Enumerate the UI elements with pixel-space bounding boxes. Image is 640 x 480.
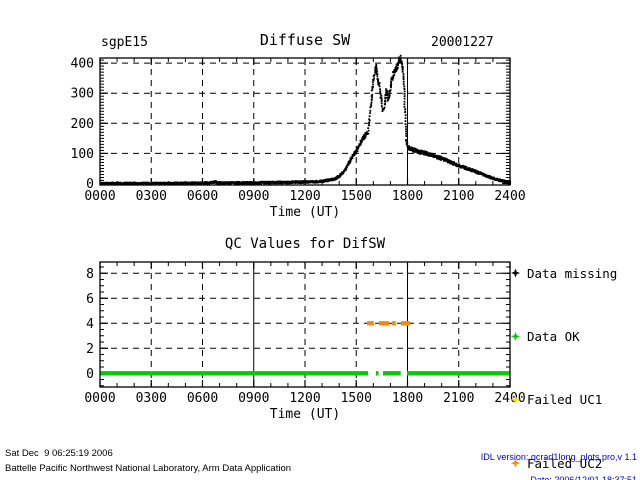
diffuse-sw-scatter-series bbox=[100, 54, 512, 186]
qc-segment-failed-uc2 bbox=[367, 321, 374, 326]
date-label: 20001227 bbox=[431, 35, 494, 50]
y-tick-label: 400 bbox=[71, 57, 94, 72]
legend-item-label: Failed UC1 bbox=[527, 392, 603, 408]
x-tick-label: 1500 bbox=[341, 391, 372, 406]
x-tick-label: 0600 bbox=[187, 391, 218, 406]
laboratory-text: Battelle Pacific Northwest National Labo… bbox=[5, 463, 292, 474]
idl-date-text: Date: 2006/12/01 18:37:51 bbox=[530, 474, 637, 480]
x-tick-label: 1200 bbox=[289, 189, 320, 204]
legend-item-label: Data OK bbox=[527, 328, 580, 344]
failed-uc1-marker-icon bbox=[511, 395, 520, 405]
y-tick-label: 2 bbox=[86, 342, 94, 357]
qc-segment-data-ok bbox=[383, 371, 401, 376]
x-tick-label: 0000 bbox=[84, 189, 115, 204]
y-tick-label: 100 bbox=[71, 147, 94, 162]
plot-frame bbox=[99, 57, 511, 186]
x-tick-label: 1200 bbox=[289, 391, 320, 406]
qc-chart-title: QC Values for DifSW bbox=[224, 236, 386, 252]
x-tick-label: 0300 bbox=[136, 391, 167, 406]
qc-segment-data-ok bbox=[100, 371, 368, 376]
data-ok-marker-icon bbox=[511, 331, 520, 341]
legend-item: Failed UC2 bbox=[511, 455, 639, 471]
x-tick-label: 0300 bbox=[136, 189, 167, 204]
legend-item-label: Failed UC2 bbox=[527, 455, 603, 471]
x-tick-label: 1500 bbox=[341, 189, 372, 204]
version-info-block: IDL version: qcrad1long_plots.pro,v 1.1 … bbox=[423, 439, 637, 480]
y-tick-label: 0 bbox=[86, 367, 94, 382]
y-tick-label: 4 bbox=[86, 317, 94, 332]
qc-segment-failed-uc2 bbox=[401, 321, 411, 326]
failed-uc2-marker-icon bbox=[511, 458, 520, 468]
x-tick-label: 2400 bbox=[494, 391, 525, 406]
y-tick-label: 6 bbox=[86, 292, 94, 307]
qc-legend: Data missing Data OK Failed UC1 Failed U… bbox=[511, 228, 639, 480]
x-tick-label: 0900 bbox=[238, 391, 269, 406]
x-tick-label: 1800 bbox=[392, 189, 423, 204]
x-tick-label: 0900 bbox=[238, 189, 269, 204]
x-tick-label: 1800 bbox=[392, 391, 423, 406]
legend-item: Failed UC1 bbox=[511, 392, 639, 408]
timestamp-text: Sat Dec 9 06:25:19 2006 bbox=[5, 448, 113, 459]
x-tick-label: 2100 bbox=[443, 189, 474, 204]
station-label: sgpE15 bbox=[101, 35, 148, 50]
top-chart-xlabel: Time (UT) bbox=[269, 205, 341, 220]
x-tick-label: 0600 bbox=[187, 189, 218, 204]
y-tick-label: 300 bbox=[71, 87, 94, 102]
idl-version-text: IDL version: qcrad1long_plots.pro,v 1.1 bbox=[480, 452, 637, 463]
qc-segment-failed-uc2 bbox=[391, 321, 396, 326]
x-tick-label: 0000 bbox=[84, 391, 115, 406]
y-tick-label: 200 bbox=[71, 117, 94, 132]
x-tick-label: 2400 bbox=[494, 189, 525, 204]
y-tick-label: 8 bbox=[86, 267, 94, 282]
legend-item-label: Data missing bbox=[527, 265, 618, 281]
legend-item: Data missing bbox=[511, 265, 639, 281]
data-missing-marker-icon bbox=[511, 268, 520, 278]
top-chart-title: Diffuse SW bbox=[259, 31, 351, 49]
qc-segment-data-ok bbox=[406, 371, 510, 376]
qc-segment-data-ok bbox=[375, 371, 379, 376]
qc-chart-xlabel: Time (UT) bbox=[269, 407, 341, 422]
legend-item: Data OK bbox=[511, 328, 639, 344]
plot-frame bbox=[99, 261, 511, 388]
qc-segment-failed-uc2 bbox=[379, 321, 389, 326]
y-tick-label: 0 bbox=[86, 177, 94, 192]
x-tick-label: 2100 bbox=[443, 391, 474, 406]
